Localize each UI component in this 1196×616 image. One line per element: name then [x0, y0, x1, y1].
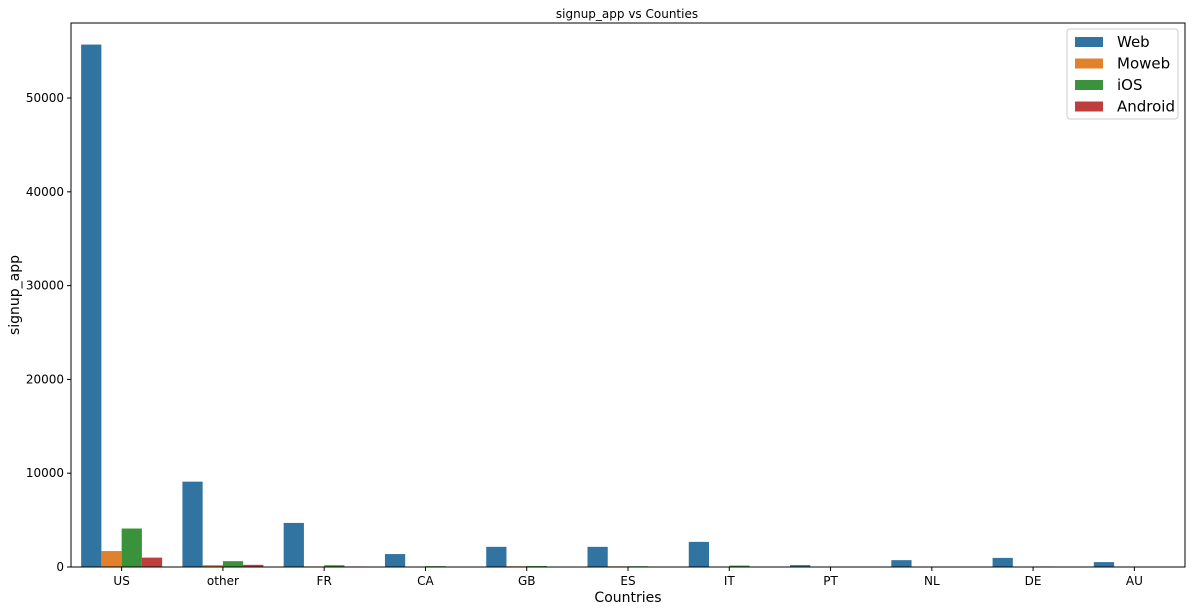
bar-moweb-us	[101, 551, 121, 567]
bar-web-au	[1094, 562, 1114, 567]
x-tick-label-nl: NL	[924, 574, 940, 588]
x-tick-label-other: other	[207, 574, 239, 588]
y-axis-label: signup_app	[7, 255, 23, 335]
bar-web-it	[689, 542, 709, 567]
y-axis: 0 10000 20000 30000 40000 50000	[26, 91, 71, 574]
legend: Web Moweb iOS Android	[1067, 29, 1178, 119]
x-axis: US other FR CA GB ES IT PT NL DE AU	[113, 567, 1142, 588]
x-tick-label-au: AU	[1126, 574, 1143, 588]
x-tick-label-it: IT	[724, 574, 736, 588]
bar-web-ca	[385, 554, 405, 567]
x-tick-label-ca: CA	[417, 574, 434, 588]
legend-label-web: Web	[1117, 33, 1150, 51]
x-tick-label-pt: PT	[823, 574, 838, 588]
y-tick-label: 40000	[26, 185, 64, 199]
legend-label-moweb: Moweb	[1117, 55, 1170, 73]
x-tick-label-gb: GB	[518, 574, 536, 588]
x-axis-label: Countries	[594, 590, 661, 606]
y-tick-label: 30000	[26, 279, 64, 293]
bar-web-es	[587, 547, 607, 567]
x-tick-label-fr: FR	[317, 574, 332, 588]
bar-web-de	[993, 558, 1013, 567]
y-tick-label: 50000	[26, 91, 64, 105]
bar-web-nl	[891, 560, 911, 567]
bar-ios-other	[223, 561, 243, 567]
legend-label-ios: iOS	[1117, 76, 1143, 94]
legend-swatch-moweb	[1075, 59, 1103, 69]
y-tick-label: 10000	[26, 466, 64, 480]
y-tick-label: 0	[56, 560, 64, 574]
plot-frame	[71, 23, 1185, 567]
bar-web-fr	[284, 523, 304, 567]
chart-title: signup_app vs Counties	[556, 7, 698, 21]
bar-ios-us	[122, 529, 142, 567]
x-tick-label-de: DE	[1025, 574, 1042, 588]
bar-web-us	[81, 45, 101, 567]
bar-web-gb	[486, 547, 506, 567]
bar-android-us	[142, 558, 162, 567]
y-tick-label: 20000	[26, 372, 64, 386]
bar-web-other	[182, 482, 202, 567]
x-tick-label-us: US	[113, 574, 129, 588]
legend-label-android: Android	[1117, 98, 1175, 116]
x-tick-label-es: ES	[620, 574, 635, 588]
legend-swatch-android	[1075, 102, 1103, 112]
legend-swatch-web	[1075, 37, 1103, 47]
bars-group	[81, 45, 1175, 567]
legend-swatch-ios	[1075, 80, 1103, 90]
